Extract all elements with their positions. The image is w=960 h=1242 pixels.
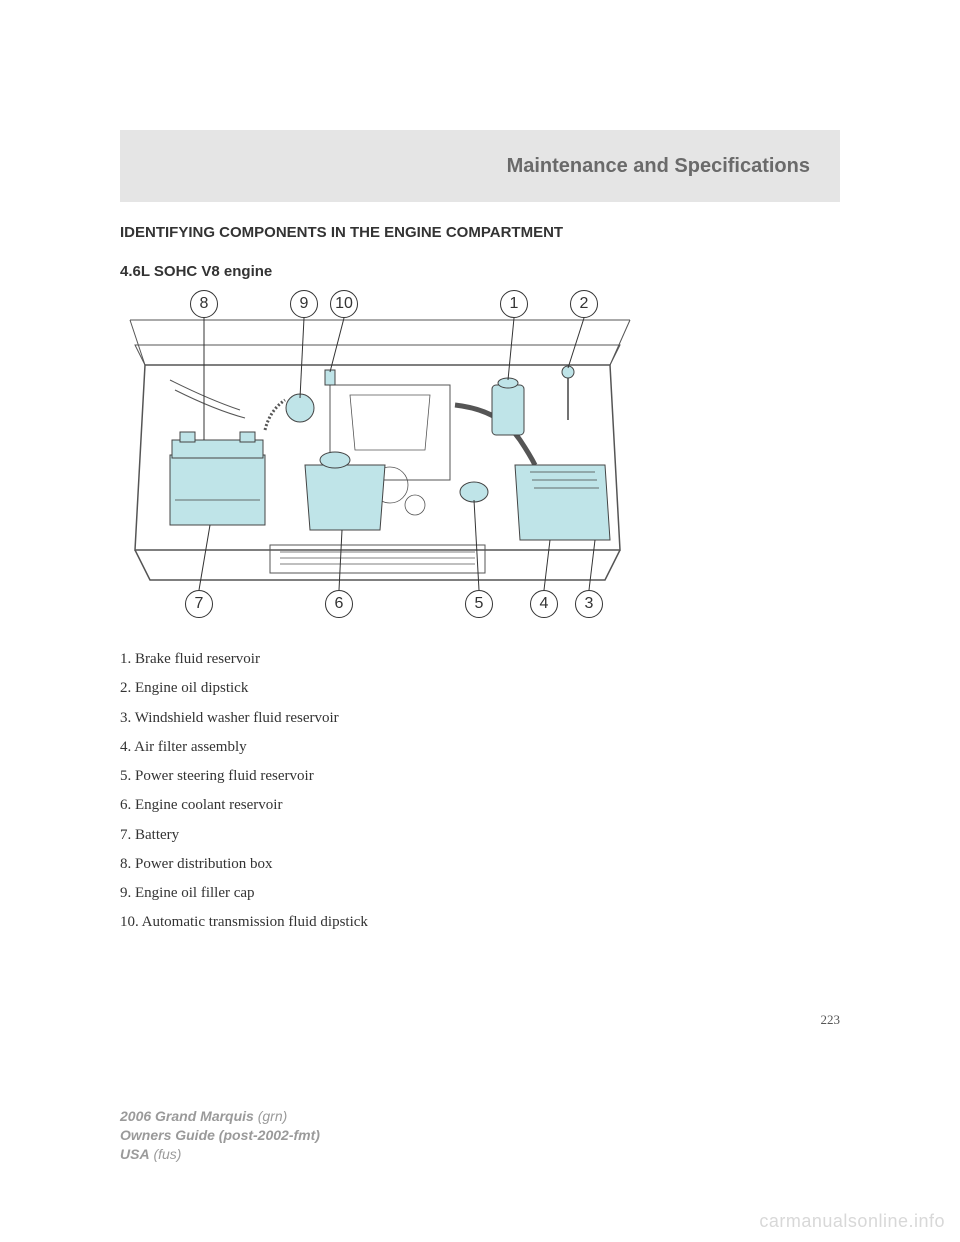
watermark: carmanualsonline.info xyxy=(759,1211,945,1232)
footer-guide: Owners Guide (post-2002-fmt) xyxy=(120,1126,320,1145)
callout-5: 5 xyxy=(465,590,493,618)
list-item: 1. Brake fluid reservoir xyxy=(120,645,840,674)
callout-3: 3 xyxy=(575,590,603,618)
callout-10: 10 xyxy=(330,290,358,318)
list-item: 7. Battery xyxy=(120,821,840,850)
footer-region: USA xyxy=(120,1146,150,1162)
list-item: 8. Power distribution box xyxy=(120,850,840,879)
callout-9: 9 xyxy=(290,290,318,318)
header-bar: Maintenance and Specifications xyxy=(120,130,840,202)
list-item: 10. Automatic transmission fluid dipstic… xyxy=(120,908,840,937)
list-item: 9. Engine oil filler cap xyxy=(120,879,840,908)
callout-7: 7 xyxy=(185,590,213,618)
engine-diagram: 8 9 10 1 2 7 6 5 4 3 xyxy=(120,290,640,620)
subsection-heading: 4.6L SOHC V8 engine xyxy=(120,263,840,280)
footer-region-code: (fus) xyxy=(153,1146,181,1162)
callout-1: 1 xyxy=(500,290,528,318)
page-number: 223 xyxy=(821,1012,841,1028)
callout-8: 8 xyxy=(190,290,218,318)
footer-model-code: (grn) xyxy=(258,1108,288,1124)
section-heading: IDENTIFYING COMPONENTS IN THE ENGINE COM… xyxy=(120,224,840,241)
callout-2: 2 xyxy=(570,290,598,318)
list-item: 6. Engine coolant reservoir xyxy=(120,791,840,820)
footer: 2006 Grand Marquis (grn) Owners Guide (p… xyxy=(120,1107,320,1164)
component-list: 1. Brake fluid reservoir 2. Engine oil d… xyxy=(120,645,840,938)
list-item: 5. Power steering fluid reservoir xyxy=(120,762,840,791)
engine-svg xyxy=(120,290,640,620)
footer-model: 2006 Grand Marquis xyxy=(120,1108,254,1124)
callout-6: 6 xyxy=(325,590,353,618)
page-header-title: Maintenance and Specifications xyxy=(507,155,810,178)
list-item: 2. Engine oil dipstick xyxy=(120,674,840,703)
list-item: 3. Windshield washer fluid reservoir xyxy=(120,704,840,733)
list-item: 4. Air filter assembly xyxy=(120,733,840,762)
callout-4: 4 xyxy=(530,590,558,618)
